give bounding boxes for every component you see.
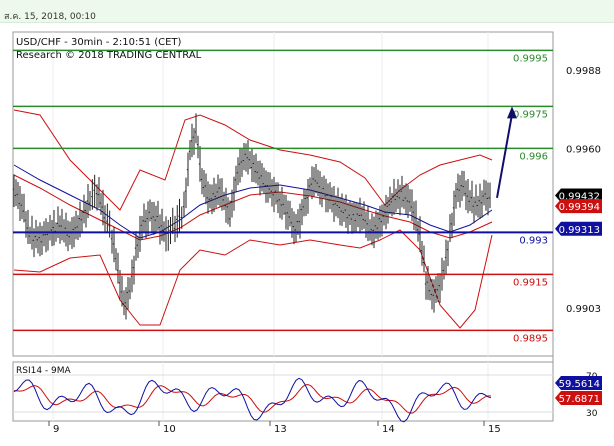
price-tick-label: 0.9988 bbox=[566, 66, 601, 77]
rsi-badge: 57.6871 bbox=[555, 391, 602, 405]
price-badge: 0.99432 bbox=[555, 188, 602, 203]
rsi-tick-label: 30 bbox=[586, 409, 598, 419]
rsi-lines bbox=[13, 374, 553, 423]
price-badge: 0.99394 bbox=[555, 199, 602, 214]
badge-shape bbox=[555, 221, 602, 236]
level-label: 0.993 bbox=[519, 235, 548, 246]
rsi-line bbox=[13, 377, 492, 423]
badge-label: 0.99432 bbox=[559, 191, 600, 202]
forecast-arrow bbox=[496, 106, 517, 198]
badge-shape bbox=[555, 376, 602, 390]
level-label: 0.996 bbox=[519, 151, 548, 162]
timestamp-bar: ส.ค. 15, 2018, 00:10 bbox=[0, 0, 614, 23]
x-tick-label: 15 bbox=[488, 424, 501, 435]
x-tick-label: 14 bbox=[382, 424, 395, 435]
rsi-title: RSI14 - 9MA bbox=[16, 366, 72, 376]
chart-subtitle: Research © 2018 TRADING CENTRAL bbox=[16, 50, 202, 61]
badge-label: 0.99394 bbox=[559, 202, 600, 213]
rsi-ma-line bbox=[13, 383, 492, 414]
chart-title: USD/CHF - 30min - 2:10:51 (CET) bbox=[16, 37, 182, 48]
forecast-line bbox=[496, 114, 513, 198]
x-tick-label: 9 bbox=[53, 424, 59, 435]
badge-label: 57.6871 bbox=[559, 394, 600, 405]
level-label: 0.9995 bbox=[513, 53, 548, 64]
level-label: 0.9895 bbox=[513, 333, 548, 344]
badge-label: 0.99313 bbox=[559, 225, 600, 236]
x-tick-label: 10 bbox=[163, 424, 176, 435]
price-bars bbox=[12, 113, 491, 320]
level-label: 0.9915 bbox=[513, 277, 548, 288]
moving-average bbox=[13, 164, 493, 239]
support-resistance-levels: 0.9995 0.9975 0.996 0.993 0.9915 0.9895 bbox=[13, 49, 553, 344]
forecast-arrowhead bbox=[507, 106, 517, 119]
price-badge: 0.99313 bbox=[555, 221, 602, 236]
badge-shape bbox=[555, 188, 602, 203]
rsi-badge: 59.5614 bbox=[555, 376, 602, 390]
moving-average-slow bbox=[13, 174, 493, 241]
x-tick-label: 13 bbox=[274, 424, 287, 435]
price-tick-label: 0.9960 bbox=[566, 144, 601, 155]
timestamp: ส.ค. 15, 2018, 00:10 bbox=[4, 12, 96, 22]
badge-shape bbox=[555, 391, 602, 405]
badge-shape bbox=[555, 199, 602, 214]
bollinger-upper bbox=[13, 109, 493, 211]
price-tick-label: 0.9903 bbox=[566, 304, 601, 315]
badge-label: 59.5614 bbox=[559, 379, 600, 390]
level-label: 0.9975 bbox=[513, 109, 548, 120]
